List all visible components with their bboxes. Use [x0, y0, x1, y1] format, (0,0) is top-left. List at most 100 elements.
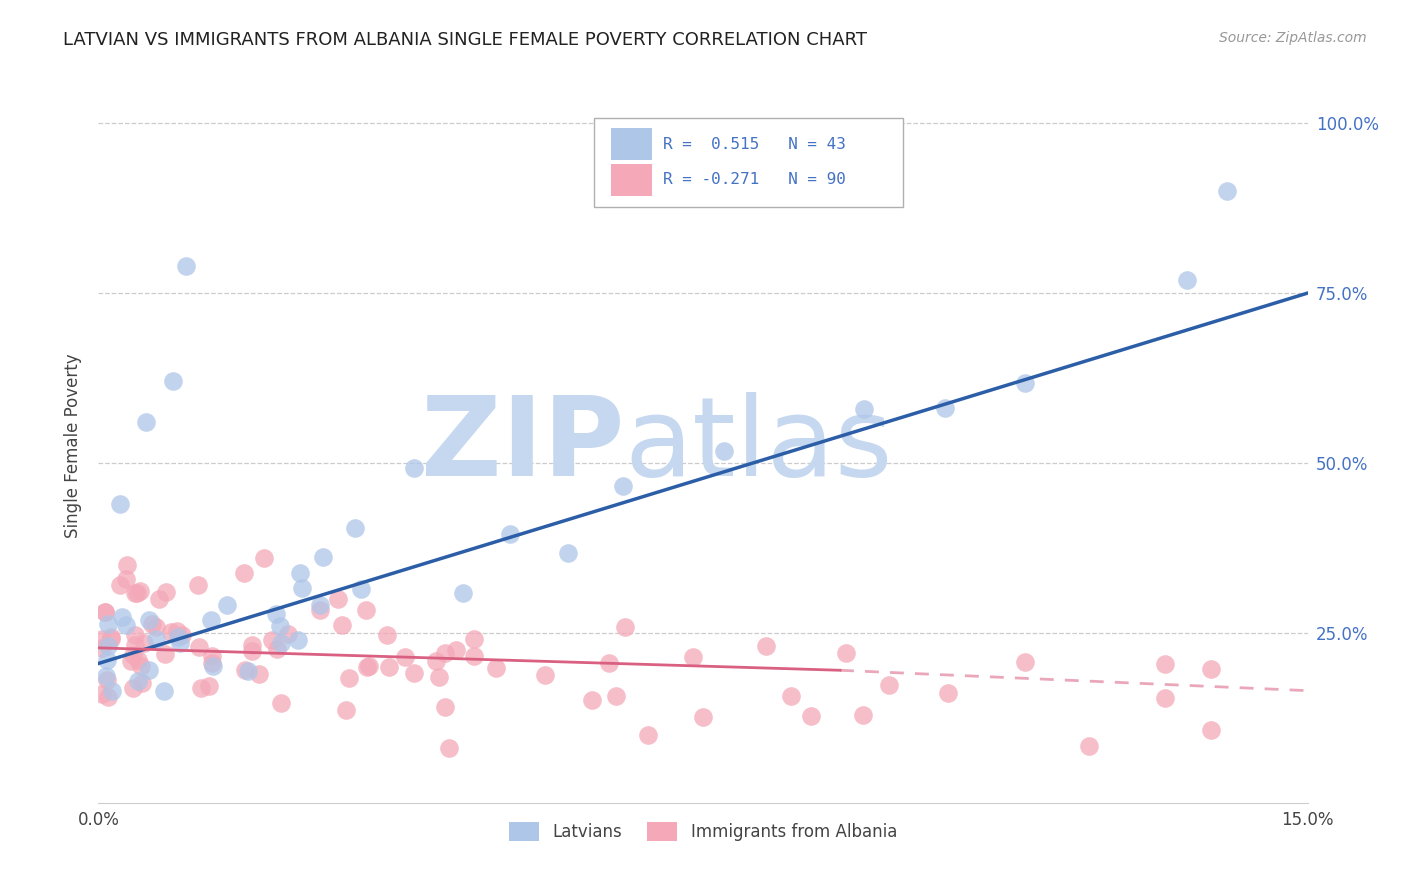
Point: [682, 649, 704, 664]
Point: [755, 639, 778, 653]
Point: [91, 641, 114, 656]
Point: [124, 638, 146, 652]
Point: [359, 658, 381, 673]
Point: [853, 401, 876, 416]
Point: [337, 671, 360, 685]
Point: [326, 591, 349, 606]
Legend: Latvians, Immigrants from Albania: Latvians, Immigrants from Albania: [502, 815, 904, 848]
Point: [198, 679, 221, 693]
Point: [240, 638, 263, 652]
Point: [125, 586, 148, 600]
Point: [402, 461, 425, 475]
Point: [335, 703, 357, 717]
Point: [100, 632, 122, 646]
Point: [264, 607, 287, 622]
Point: [97, 616, 120, 631]
Point: [233, 664, 256, 678]
Point: [148, 592, 170, 607]
Point: [160, 624, 183, 639]
Point: [96, 669, 118, 683]
Point: [201, 658, 224, 673]
Text: Source: ZipAtlas.com: Source: ZipAtlas.com: [1219, 31, 1367, 45]
Point: [114, 572, 136, 586]
Point: [375, 628, 398, 642]
Point: [108, 577, 131, 591]
Point: [111, 609, 134, 624]
Point: [117, 558, 139, 572]
Point: [290, 566, 312, 581]
Point: [1154, 657, 1177, 671]
Point: [127, 653, 149, 667]
Point: [835, 646, 858, 660]
Point: [309, 603, 332, 617]
Point: [153, 684, 176, 698]
Point: [97, 690, 120, 705]
Point: [249, 667, 271, 681]
Point: [233, 566, 256, 580]
Text: atlas: atlas: [624, 392, 893, 500]
Point: [877, 678, 900, 692]
FancyBboxPatch shape: [595, 118, 903, 207]
Point: [131, 676, 153, 690]
Point: [138, 663, 160, 677]
Point: [153, 647, 176, 661]
Point: [453, 586, 475, 600]
Text: LATVIAN VS IMMIGRANTS FROM ALBANIA SINGLE FEMALE POVERTY CORRELATION CHART: LATVIAN VS IMMIGRANTS FROM ALBANIA SINGL…: [63, 31, 868, 49]
Point: [434, 700, 457, 714]
Point: [96, 673, 118, 688]
Point: [692, 709, 714, 723]
Point: [277, 627, 299, 641]
Point: [266, 642, 288, 657]
Point: [1199, 723, 1222, 737]
Point: [124, 628, 146, 642]
Point: [612, 479, 634, 493]
Point: [287, 633, 309, 648]
Point: [354, 603, 377, 617]
Point: [581, 692, 603, 706]
Point: [343, 521, 366, 535]
Point: [330, 618, 353, 632]
Point: [1216, 184, 1239, 198]
Point: [291, 581, 314, 595]
Point: [166, 624, 188, 639]
Point: [174, 259, 197, 273]
Point: [167, 630, 190, 644]
Point: [217, 598, 239, 612]
Point: [936, 686, 959, 700]
Point: [1014, 376, 1036, 390]
Point: [463, 648, 485, 663]
Point: [94, 605, 117, 619]
Point: [124, 585, 146, 599]
Point: [434, 646, 457, 660]
Text: R = -0.271   N = 90: R = -0.271 N = 90: [664, 172, 846, 187]
Point: [120, 655, 142, 669]
Point: [132, 636, 155, 650]
Point: [934, 401, 956, 415]
Point: [145, 620, 167, 634]
Point: [780, 689, 803, 703]
Point: [485, 661, 508, 675]
Point: [100, 630, 122, 644]
Point: [94, 605, 117, 619]
Point: [141, 617, 163, 632]
Point: [162, 375, 184, 389]
Point: [155, 585, 177, 599]
Point: [190, 681, 212, 695]
Point: [605, 689, 627, 703]
Point: [309, 598, 332, 612]
Point: [138, 613, 160, 627]
Point: [121, 681, 143, 696]
Point: [201, 649, 224, 664]
Point: [127, 674, 149, 689]
Point: [187, 578, 209, 592]
Point: [270, 636, 292, 650]
Point: [108, 497, 131, 511]
Point: [713, 443, 735, 458]
Point: [128, 584, 150, 599]
Point: [97, 639, 120, 653]
FancyBboxPatch shape: [612, 128, 652, 160]
Point: [270, 696, 292, 710]
Point: [614, 619, 637, 633]
Point: [135, 415, 157, 429]
Point: [800, 709, 823, 723]
